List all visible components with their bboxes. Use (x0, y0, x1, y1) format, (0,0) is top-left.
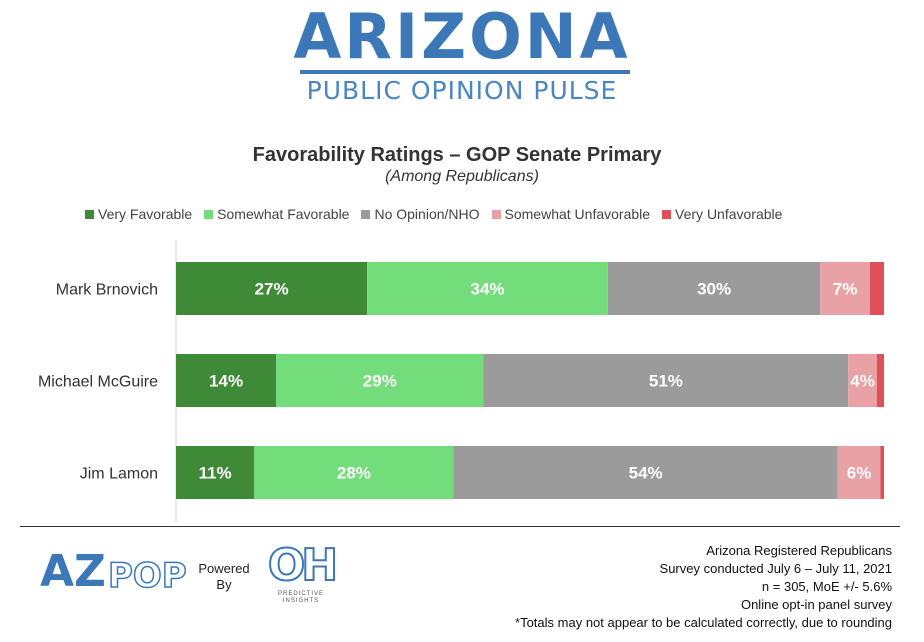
survey-footnote: Arizona Registered Republicans Survey co… (515, 542, 892, 632)
legend-label: Very Favorable (98, 206, 193, 222)
legend-item-very-unfavorable: Very Unfavorable (662, 206, 782, 222)
oh-logo-mark: OH (267, 540, 339, 591)
legend-label: No Opinion/NHO (374, 206, 480, 222)
footnote-line: Arizona Registered Republicans (706, 543, 892, 558)
bar-segment (276, 354, 484, 407)
legend-item-somewhat-unfavorable: Somewhat Unfavorable (491, 206, 651, 222)
legend-label: Very Unfavorable (675, 206, 783, 222)
oh-logo-name: PREDICTIVE INSIGHTS (277, 591, 324, 604)
bar-data-label: 11% (199, 464, 232, 483)
by-line: By (216, 577, 232, 592)
bar-data-label: 28% (337, 464, 371, 483)
legend-label: Somewhat Favorable (217, 206, 350, 222)
legend-swatch (662, 209, 672, 219)
bar-segment (837, 446, 881, 499)
bar-segment (254, 446, 454, 499)
bar-segment (848, 354, 877, 407)
powered-line: Powered (198, 561, 250, 576)
bar-data-label: 51% (649, 372, 683, 391)
stacked-bar-chart: Mark Brnovich 27% 34% 30% 7% Michael McGuire 1… (38, 240, 884, 522)
footnote-line: Survey conducted July 6 – July 11, 2021 (659, 561, 892, 576)
bar-segment (176, 354, 277, 407)
bar-segment (453, 446, 838, 499)
legend-item-somewhat-favorable: Somewhat Favorable (204, 206, 349, 222)
bar-data-label: 30% (697, 280, 731, 299)
bar-segment (880, 446, 884, 499)
oh-predictive-insights-logo: OH PREDICTIVE INSIGHTS (262, 540, 340, 605)
chart-title: Favorability Ratings – GOP Senate Primar… (252, 144, 662, 166)
bar-segment (176, 262, 368, 315)
bar-data-label: 34% (471, 280, 505, 299)
logo-rule (300, 70, 630, 74)
legend-swatch (361, 209, 371, 219)
category-label: Mark Brnovich (56, 282, 158, 299)
logo-title: ARIZONA (293, 0, 631, 73)
bar-data-label: 27% (255, 280, 289, 299)
category-label: Michael McGuire (38, 374, 158, 391)
chart-legend: Very Favorable Somewhat Favorable No Opi… (85, 204, 794, 224)
bar-data-label: 54% (629, 464, 663, 483)
bar-segment (176, 446, 255, 499)
bar-segment (876, 354, 884, 407)
legend-swatch (204, 209, 214, 219)
bar-data-label: 6% (847, 464, 872, 483)
powered-by-text: Powered By (196, 561, 252, 593)
bar-segment (869, 262, 884, 315)
legend-item-very-favorable: Very Favorable (85, 206, 192, 222)
chart-subtitle: (Among Republicans) (385, 168, 539, 185)
bar-segment (607, 262, 821, 315)
legend-label: Somewhat Unfavorable (504, 206, 651, 222)
legend-swatch (85, 209, 94, 219)
legend-swatch (491, 209, 501, 219)
bar-segment (820, 262, 870, 315)
bar-data-label: 14% (209, 372, 243, 391)
bar-data-label: 29% (363, 372, 397, 391)
bar-segment (483, 354, 849, 407)
footer-divider (20, 526, 900, 527)
azpop-logo-pop: POP (107, 556, 187, 596)
bar-segment (367, 262, 608, 315)
logo-subtitle: PUBLIC OPINION PULSE (306, 76, 618, 105)
bar-data-label: 7% (833, 280, 858, 299)
azpop-logo-az: AZ (40, 546, 106, 597)
azpop-logo: AZ POP (40, 546, 192, 597)
footnote-line: Online opt-in panel survey (740, 597, 892, 612)
footnote-line: n = 305, MoE +/- 5.6% (761, 579, 892, 594)
category-label: Jim Lamon (80, 466, 158, 483)
bar-data-label: 4% (850, 372, 875, 391)
footnote-line: *Totals may not appear to be calculated … (515, 615, 892, 630)
legend-item-no-opinion: No Opinion/NHO (361, 206, 480, 222)
